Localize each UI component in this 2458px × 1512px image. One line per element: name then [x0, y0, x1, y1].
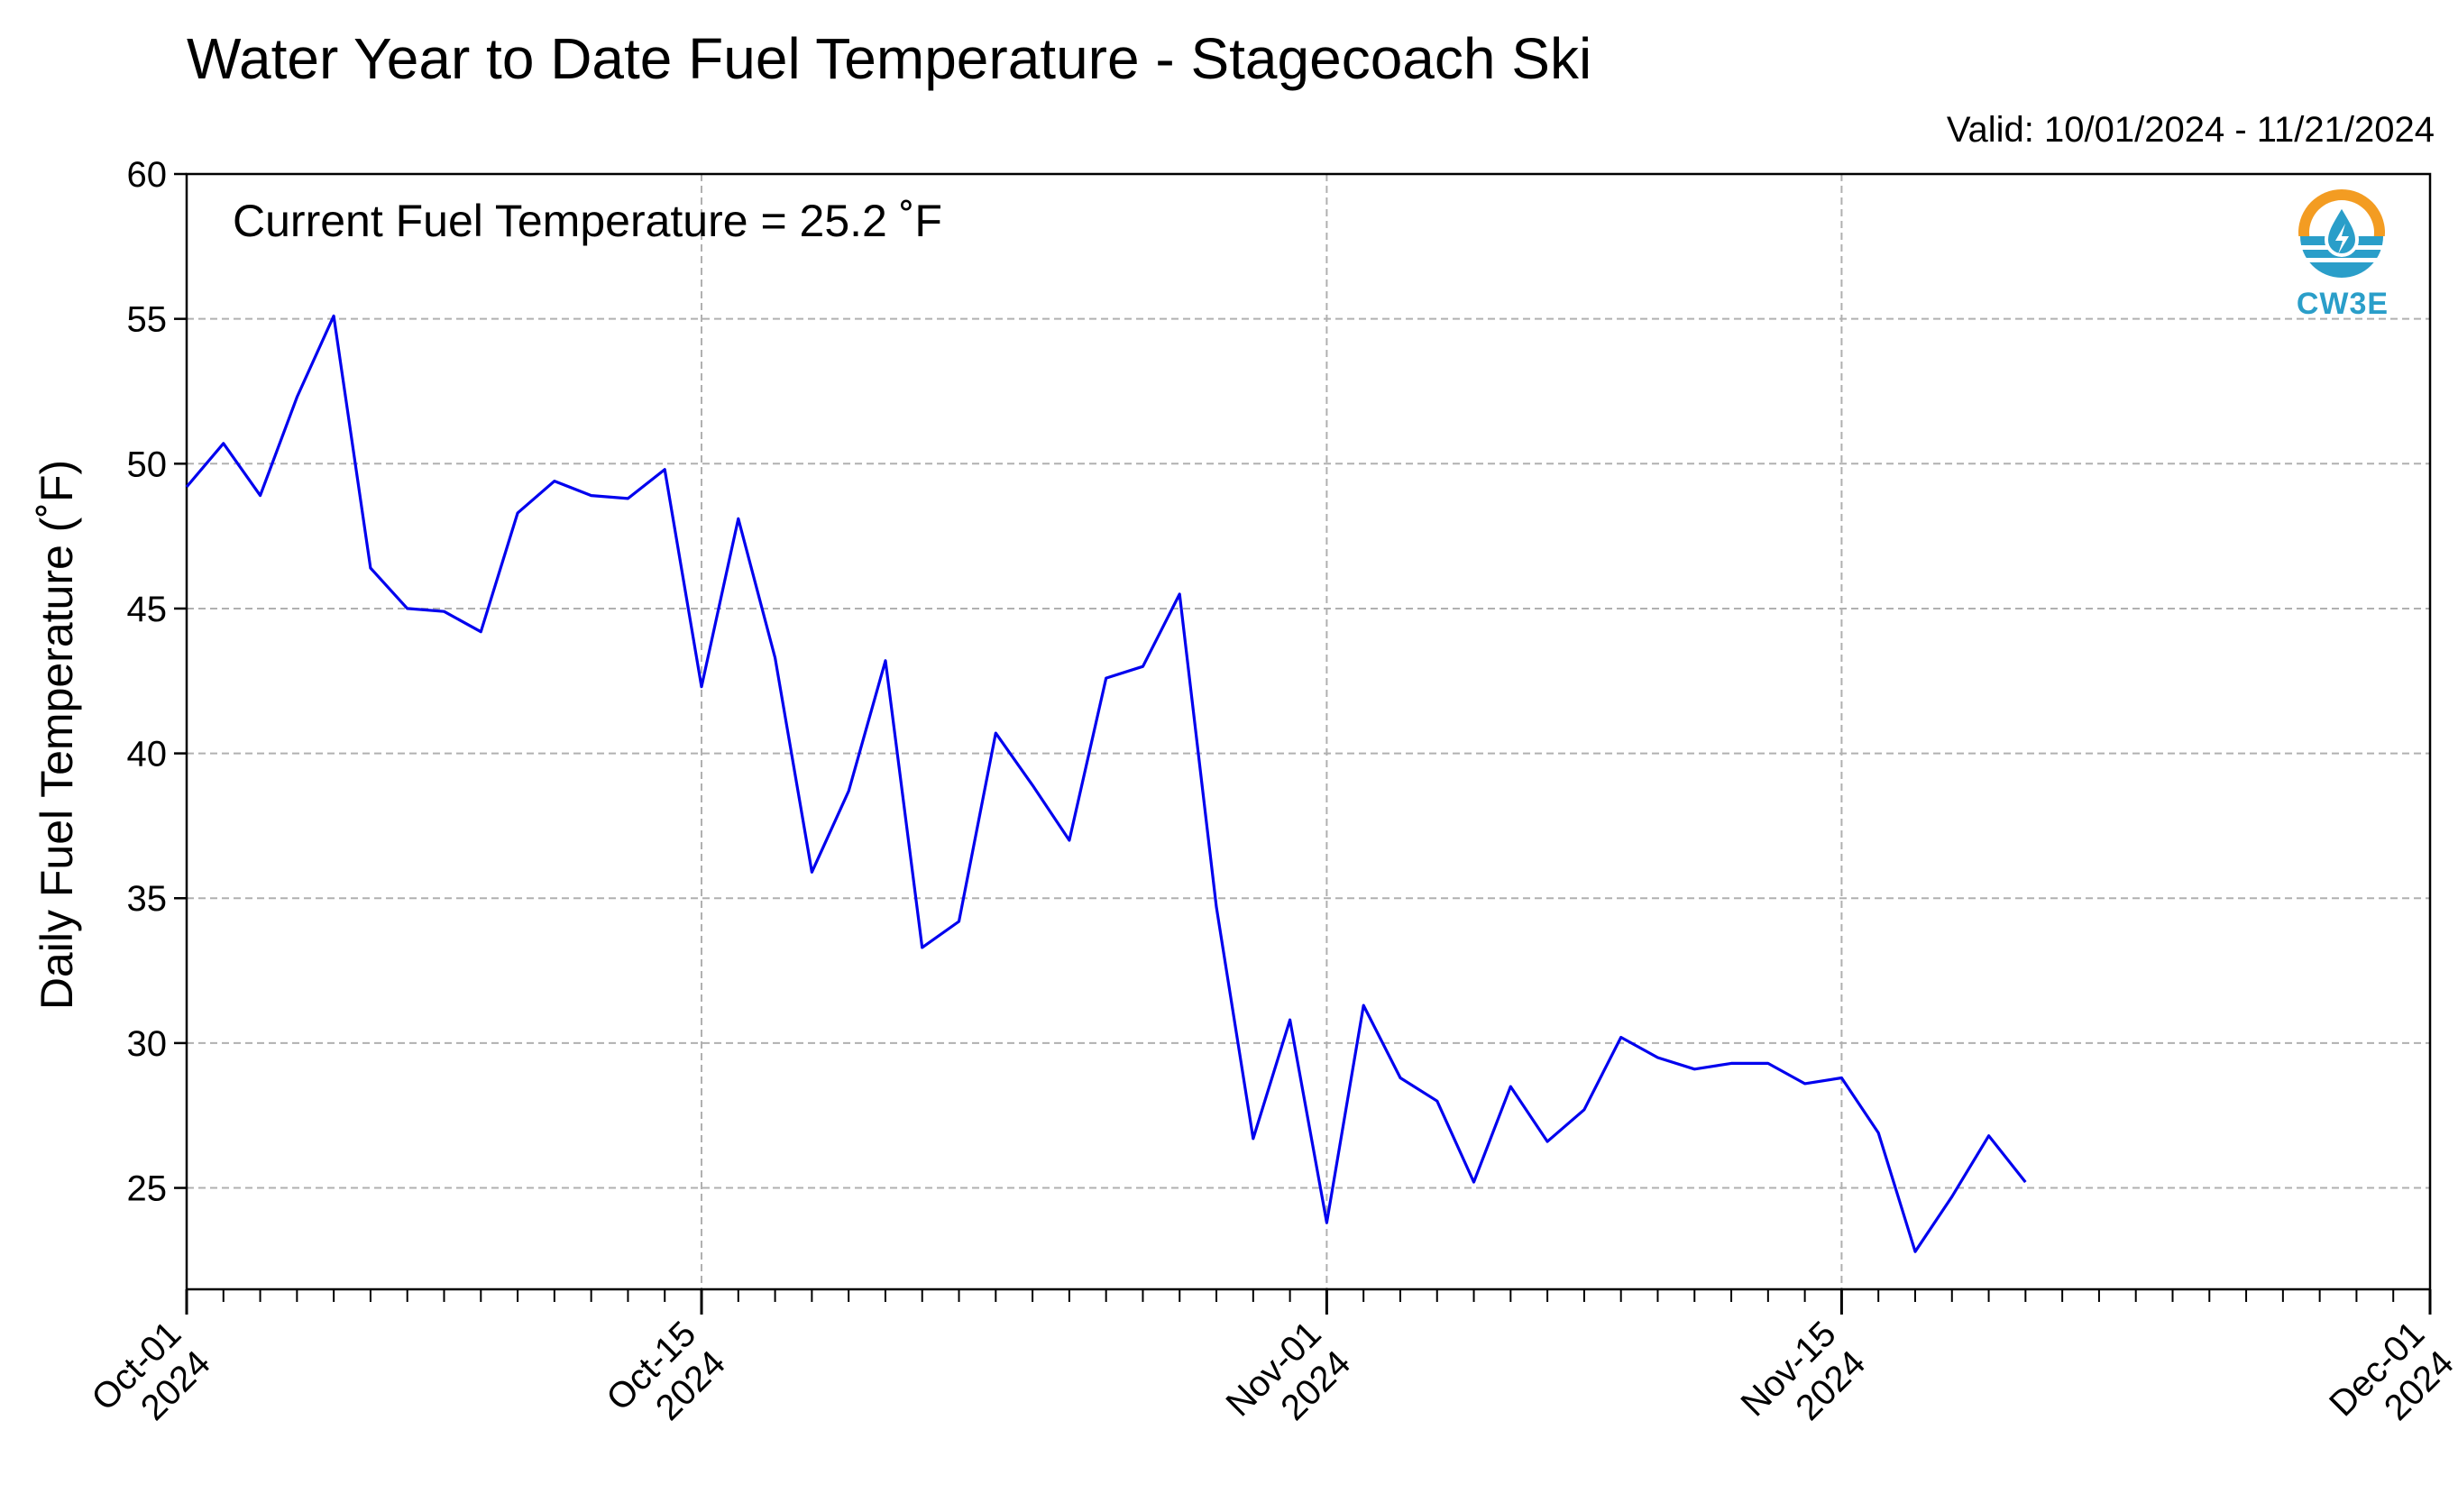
x-tick-label-text: Nov-152024 — [1733, 1314, 1873, 1453]
series-line-group — [185, 314, 2027, 1253]
y-tick-label: 40 — [127, 735, 168, 774]
cw3e-logo-text: CW3E — [2296, 287, 2389, 321]
plot-frame — [185, 172, 2432, 1291]
y-tick-label: 50 — [127, 444, 168, 484]
grid-lines — [187, 174, 2430, 1289]
y-tick-label: 60 — [127, 155, 168, 195]
x-tick-label: Nov-012024 — [1218, 1314, 1358, 1453]
cw3e-logo — [2298, 189, 2385, 279]
y-tick-label: 45 — [127, 590, 168, 629]
axis-ticks: 25 30 35 40 45 50 55 60 Oct-012024 Oct-152024 Nov-… — [84, 155, 2458, 1453]
y-tick-label: 30 — [127, 1024, 168, 1064]
x-tick-label: Oct-152024 — [599, 1314, 733, 1448]
x-tick-label-text: Oct-152024 — [599, 1314, 733, 1448]
axes — [185, 172, 2432, 1291]
x-tick-label-text: Dec-012024 — [2322, 1314, 2458, 1453]
y-tick-label: 55 — [127, 300, 168, 340]
x-tick-label-text: Oct-012024 — [84, 1314, 218, 1448]
valid-date-range: Valid: 10/01/2024 - 11/21/2024 — [1946, 110, 2435, 150]
chart-title: Water Year to Date Fuel Temperature - St… — [187, 26, 1592, 91]
y-axis-label: Daily Fuel Temperature (˚F) — [32, 460, 82, 1010]
y-tick-label: 25 — [127, 1169, 168, 1209]
x-tick-label: Oct-012024 — [84, 1314, 218, 1448]
x-tick-label: Nov-152024 — [1733, 1314, 1873, 1453]
x-tick-label-text: Nov-012024 — [1218, 1314, 1358, 1453]
y-tick-label: 35 — [127, 879, 168, 919]
fuel-temperature-line — [185, 314, 2027, 1253]
current-fuel-temperature-annotation: Current Fuel Temperature = 25.2 ˚F — [233, 196, 942, 246]
x-tick-label: Dec-012024 — [2322, 1314, 2458, 1453]
